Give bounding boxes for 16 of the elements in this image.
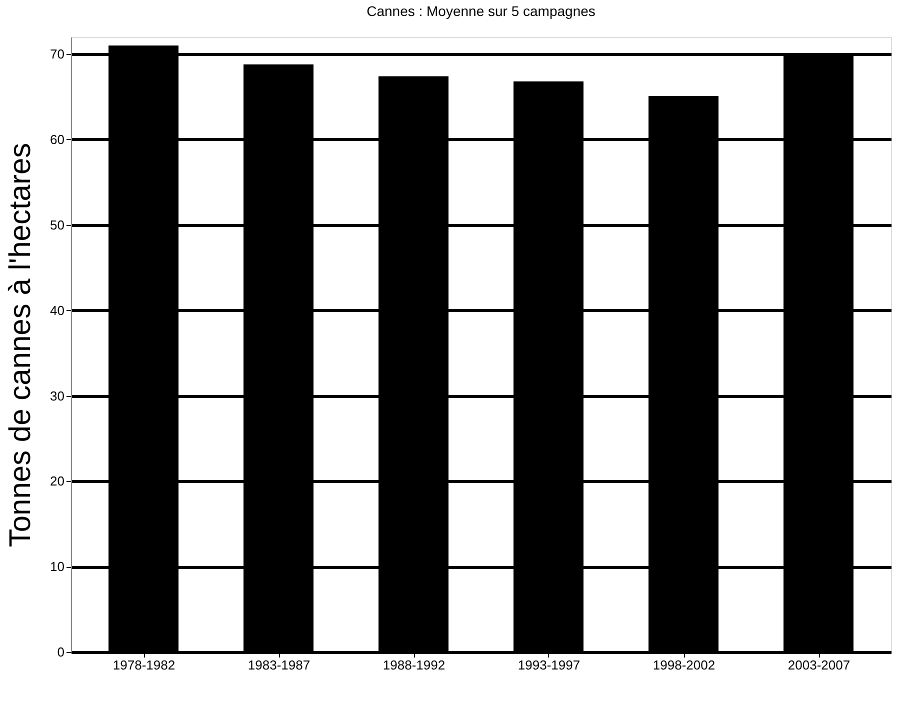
- x-tick-label: 1988-1992: [382, 658, 446, 672]
- y-tick-label: 60: [50, 132, 64, 147]
- x-tick-label: 1983-1987: [248, 658, 310, 672]
- y-tick-label: 70: [50, 46, 64, 62]
- y-tick-label: 0: [57, 644, 64, 660]
- y-tick-label: 50: [50, 217, 64, 232]
- y-tick-label: 10: [50, 559, 64, 574]
- y-tick-label: 20: [50, 474, 64, 489]
- chart-title: Cannes : Moyenne sur 5 campagnes: [366, 3, 596, 19]
- x-tick-label: 1978-1982: [112, 658, 176, 672]
- x-tick-label: 2003-2007: [788, 658, 850, 672]
- y-tick-label: 40: [50, 302, 64, 318]
- x-tick-label: 1993-1997: [518, 658, 580, 672]
- y-axis-title: Tonnes de cannes à l'hectares: [4, 142, 38, 548]
- y-tick-label: 30: [50, 388, 64, 404]
- x-tick-label: 1998-2002: [652, 658, 716, 672]
